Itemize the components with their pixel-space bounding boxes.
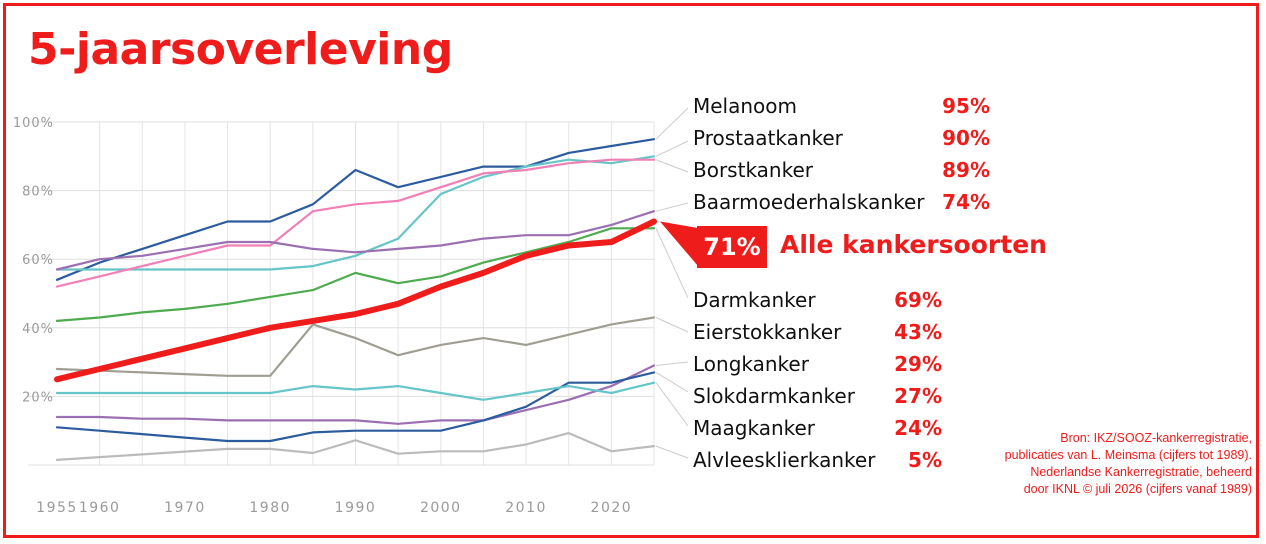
series-line-slokdarmkanker xyxy=(55,371,656,443)
legend-value-borstkanker: 89% xyxy=(942,158,990,182)
legend-connector xyxy=(655,445,689,459)
card-frame xyxy=(3,3,1259,538)
legend-label-alvleesklierkanker: Alvleesklierkanker xyxy=(693,448,876,472)
x-tick-label: 2010 xyxy=(505,500,547,516)
legend-value-eierstokkanker: 43% xyxy=(894,320,942,344)
legend-value-alvleesklierkanker: 5% xyxy=(908,448,942,472)
legend-connector xyxy=(655,159,689,173)
source-line: Nederlandse Kankerregistratie, beheerd xyxy=(1030,465,1252,479)
legend-label-eierstokkanker: Eierstokkanker xyxy=(693,320,842,344)
legend-value-longkanker: 29% xyxy=(894,352,942,376)
series-line-melanoom xyxy=(55,138,656,281)
legend-value-slokdarmkanker: 27% xyxy=(894,384,942,408)
legend-label-slokdarmkanker: Slokdarmkanker xyxy=(693,384,855,408)
series-line-alvleesklierkanker xyxy=(55,432,656,461)
x-tick-label: 2020 xyxy=(591,500,633,516)
page-title: 5-jaarsoverleving xyxy=(28,24,453,75)
legend-connector xyxy=(655,228,689,299)
series-line-baarmoederhalskanker xyxy=(55,210,656,271)
legend-connector xyxy=(655,202,689,212)
series-line-longkanker xyxy=(55,364,656,425)
legend-value-maagkanker: 24% xyxy=(894,416,942,440)
y-tick-label: 60% xyxy=(22,253,54,268)
legend-value-melanoom: 95% xyxy=(942,94,990,118)
source-line: door IKNL © juli 2026 (cijfers vanaf 198… xyxy=(1023,482,1252,496)
legend-label-maagkanker: Maagkanker xyxy=(693,416,816,440)
legend-connector xyxy=(655,107,689,140)
series-line-maagkanker xyxy=(55,381,656,401)
series-line-darmkanker xyxy=(55,227,656,322)
legend-value-darmkanker: 69% xyxy=(894,288,942,312)
legend-connector xyxy=(655,140,689,157)
legend-value-prostaatkanker: 90% xyxy=(942,126,990,150)
x-tick-label: 2000 xyxy=(420,500,462,516)
callout-pointer xyxy=(660,221,698,266)
series-line-eierstokkanker xyxy=(55,316,656,377)
legend-label-borstkanker: Borstkanker xyxy=(693,158,813,182)
legend-label-melanoom: Melanoom xyxy=(693,94,798,118)
legend-label-longkanker: Longkanker xyxy=(693,352,809,376)
y-tick-label: 80% xyxy=(22,185,54,200)
legend-value-baarmoederhalskanker: 74% xyxy=(942,190,990,214)
all-cancers-callout-value: 71% xyxy=(697,226,767,268)
legend-connector xyxy=(655,371,689,393)
series-line-alle-kankersoorten xyxy=(54,218,657,383)
source-note: Bron: IKZ/SOOZ-kankerregistratie, public… xyxy=(972,430,1252,498)
y-tick-label: 20% xyxy=(22,390,54,405)
legend-label-darmkanker: Darmkanker xyxy=(693,288,816,312)
y-tick-label: 100% xyxy=(13,116,54,131)
x-tick-label: 1955 xyxy=(36,500,78,516)
x-tick-label: 1980 xyxy=(249,500,291,516)
x-tick-label: 1990 xyxy=(335,500,377,516)
legend-connector xyxy=(655,317,689,333)
legend-connector xyxy=(655,382,689,427)
y-tick-label: 40% xyxy=(22,322,54,337)
legend-connector xyxy=(655,361,689,367)
legend-label-prostaatkanker: Prostaatkanker xyxy=(693,126,843,150)
source-line: Bron: IKZ/SOOZ-kankerregistratie, xyxy=(1060,431,1252,445)
x-tick-label: 1960 xyxy=(79,500,121,516)
x-tick-label: 1970 xyxy=(164,500,206,516)
series-line-prostaatkanker xyxy=(55,155,656,271)
source-line: publicaties van L. Meinsma (cijfers tot … xyxy=(1004,448,1252,462)
all-cancers-callout-label: Alle kankersoorten xyxy=(780,230,1047,259)
legend-label-baarmoederhalskanker: Baarmoederhalskanker xyxy=(693,190,925,214)
series-line-borstkanker xyxy=(55,158,656,288)
